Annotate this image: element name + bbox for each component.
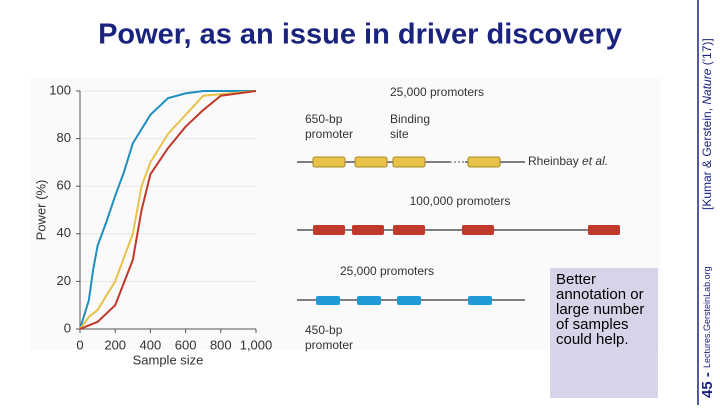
- note-box: [550, 268, 658, 398]
- note-line: large number: [556, 301, 644, 318]
- y-axis-label: Power (%): [33, 180, 48, 241]
- source: Rheinbay et al.: [528, 154, 608, 168]
- note-line: could help.: [556, 331, 629, 348]
- citation-part: ('17)]: [700, 38, 714, 68]
- row-label: 100,000 promoters: [410, 194, 511, 208]
- note-line: of samples: [556, 316, 629, 333]
- note-line: Better: [556, 271, 596, 288]
- promoter: [316, 296, 340, 305]
- x-tick-label: 0: [76, 337, 83, 352]
- dash: -: [699, 368, 716, 381]
- promoter: [588, 225, 620, 235]
- promoter: [352, 225, 384, 235]
- note-line: annotation or: [556, 286, 644, 303]
- row-label: 25,000 promoters: [340, 264, 434, 278]
- x-axis-label: Sample size: [133, 352, 204, 367]
- diagram: 25,000 promoters 650-bp promoter Binding…: [297, 85, 620, 352]
- line: [79, 90, 257, 330]
- x-tick-label: 800: [210, 337, 232, 352]
- promoter: [393, 225, 425, 235]
- row-label: 25,000 promoters: [390, 85, 484, 99]
- promoter: [397, 296, 421, 305]
- y-tick-label: 60: [57, 178, 71, 193]
- label: site: [390, 127, 409, 141]
- x-tick-label: 400: [140, 337, 162, 352]
- promoter: [357, 296, 381, 305]
- y-tick-label: 80: [57, 130, 71, 145]
- promoter: [312, 156, 346, 168]
- label: Binding: [390, 112, 430, 126]
- promoter: [392, 156, 426, 168]
- promoter: [313, 225, 345, 235]
- y-tick-label: 20: [57, 273, 71, 288]
- y-tick-label: 40: [57, 225, 71, 240]
- citation: [Kumar & Gerstein, Nature ('17)]: [700, 38, 714, 210]
- label: 450-bp: [305, 323, 343, 337]
- page-number: 45: [699, 381, 716, 398]
- label: promoter: [305, 127, 353, 141]
- citation-part: [Kumar & Gerstein,: [700, 105, 714, 210]
- source-part: et al.: [582, 154, 608, 168]
- promoter: [462, 225, 494, 235]
- citation-part: Nature: [700, 68, 714, 104]
- x-tick-label: 1,000: [240, 337, 273, 352]
- line: [79, 90, 257, 330]
- footer-text: Lectures.GersteinLab.org: [702, 266, 712, 368]
- x-tick-label: 200: [104, 337, 126, 352]
- footer: 45 - Lectures.GersteinLab.org: [699, 266, 716, 398]
- line: [79, 90, 256, 330]
- y-tick-label: 0: [64, 320, 71, 335]
- promoter: [468, 296, 492, 305]
- promoter: [354, 156, 388, 168]
- slide-title: Power, as an issue in driver discovery: [98, 19, 622, 51]
- label: 650-bp: [305, 112, 343, 126]
- y-tick-label: 100: [49, 82, 71, 97]
- promoter: [467, 156, 501, 168]
- label: promoter: [305, 338, 353, 352]
- x-tick-label: 600: [175, 337, 197, 352]
- source-part: Rheinbay: [528, 154, 582, 168]
